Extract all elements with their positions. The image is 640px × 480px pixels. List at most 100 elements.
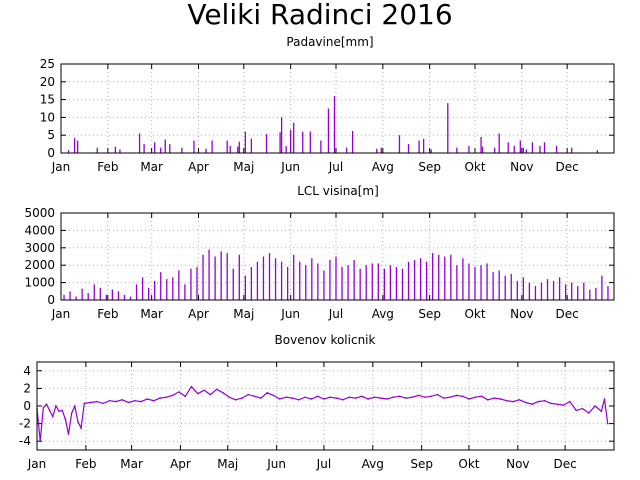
data-point — [234, 399, 237, 401]
data-point — [455, 394, 458, 397]
data-point — [581, 407, 584, 410]
data-point — [61, 409, 64, 412]
data-point — [499, 398, 502, 400]
data-point — [449, 396, 451, 399]
data-point — [146, 398, 149, 400]
x-tick-label: Avg — [372, 160, 394, 174]
y-tick-label: 5 — [47, 128, 55, 142]
x-tick-label: Apr — [188, 307, 209, 321]
y-tick-label: 15 — [40, 93, 55, 107]
x-tick-label: Jan — [51, 160, 71, 174]
data-point — [291, 397, 294, 399]
data-point — [550, 402, 552, 405]
data-point — [140, 400, 142, 403]
data-point — [241, 397, 243, 399]
data-point — [83, 402, 86, 405]
data-point — [323, 398, 325, 400]
data-point — [531, 403, 533, 406]
x-tick-label: Feb — [97, 307, 118, 321]
data-point — [424, 396, 426, 399]
data-point — [184, 395, 186, 398]
x-tick-label: Jan — [51, 307, 71, 321]
y-tick-label: 2 — [23, 381, 31, 395]
x-tick-label: Jun — [280, 160, 300, 174]
data-point — [80, 427, 82, 429]
data-point — [253, 395, 256, 398]
data-point — [247, 393, 250, 396]
y-tick-label: 25 — [40, 57, 55, 71]
data-point — [304, 396, 306, 399]
data-point — [379, 397, 382, 399]
x-tick-label: Apr — [170, 457, 191, 471]
data-point — [133, 399, 136, 402]
data-point — [55, 405, 57, 407]
x-tick-label: Jan — [27, 457, 47, 471]
y-tick-label: 4000 — [24, 223, 55, 237]
data-point — [600, 410, 603, 413]
chart-title: Veliki Radinci 2016 — [187, 0, 452, 31]
data-point — [64, 418, 67, 421]
data-point — [316, 395, 319, 398]
data-point — [594, 405, 596, 407]
panel-2-title: LCL visina[m] — [297, 184, 379, 198]
x-tick-label: Okt — [458, 457, 479, 471]
panel-1-title: Padavine[mm] — [286, 35, 373, 49]
bowen-ratio-panel: -4 -2 0 2 4 Jan Feb Mar Apr Maj Jun Jul Avg Sep Okt Nov… — [19, 361, 615, 471]
plot-frame — [60, 212, 615, 301]
data-point — [556, 403, 559, 406]
data-point — [543, 399, 546, 402]
x-tick-label: Feb — [75, 457, 96, 471]
data-point — [436, 393, 439, 396]
data-point — [461, 395, 464, 398]
data-point — [335, 397, 338, 399]
data-point — [360, 395, 363, 398]
data-point — [178, 391, 180, 393]
series-line — [36, 385, 609, 442]
y-tick-label: -2 — [19, 417, 31, 431]
y-tick-label: 20 — [40, 75, 55, 89]
data-point — [74, 405, 76, 407]
x-tick-label: Jul — [328, 307, 343, 321]
plot-frame — [36, 361, 615, 451]
data-point — [102, 402, 105, 405]
data-point — [127, 401, 130, 404]
data-point — [603, 398, 606, 400]
x-tick-label: Jul — [316, 457, 331, 471]
data-point — [569, 400, 571, 403]
panel-3-title: Bovenov kolicnik — [275, 333, 376, 347]
data-point — [58, 410, 60, 413]
data-point — [203, 389, 205, 391]
data-point — [512, 400, 514, 403]
y-tick-label: 10 — [40, 110, 55, 124]
x-tick-label: Dec — [556, 307, 579, 321]
x-tick-label: Sep — [418, 160, 441, 174]
data-point — [115, 400, 117, 403]
data-point — [278, 398, 281, 400]
y-tick-label: 4 — [23, 364, 31, 378]
data-point — [209, 393, 212, 396]
data-point — [348, 396, 350, 399]
x-tick-label: Maj — [233, 160, 254, 174]
data-point — [373, 396, 376, 399]
data-point — [121, 399, 123, 401]
x-tick-label: Maj — [233, 307, 254, 321]
data-point — [405, 397, 407, 399]
data-point — [266, 392, 268, 394]
data-point — [39, 440, 41, 443]
x-tick-label: Okt — [464, 160, 485, 174]
y-tick-label: 2000 — [24, 258, 55, 272]
data-point — [96, 400, 98, 403]
x-tick-label: Mar — [140, 307, 163, 321]
x-tick-label: Okt — [464, 307, 485, 321]
data-point — [77, 421, 79, 423]
data-point — [537, 400, 540, 403]
data-point — [505, 399, 508, 402]
x-tick-label: Sep — [418, 307, 441, 321]
y-tick-label: 5000 — [24, 206, 55, 220]
data-point — [417, 394, 420, 397]
data-point — [524, 401, 527, 404]
x-tick-label: Avg — [362, 457, 384, 471]
data-point — [468, 398, 470, 400]
y-tick-label: 0 — [47, 293, 55, 307]
